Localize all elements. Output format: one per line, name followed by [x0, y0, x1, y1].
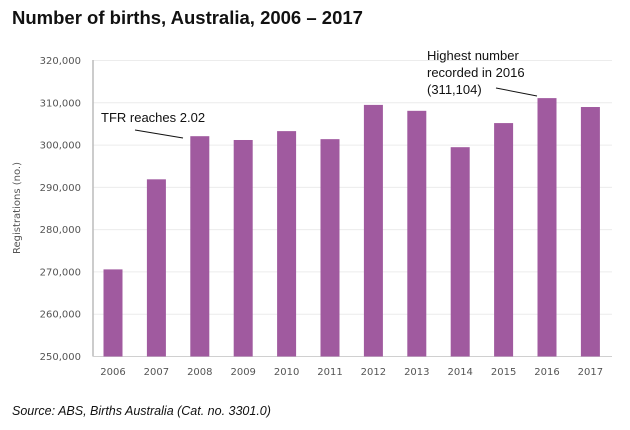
annotation-highest-line1: Highest number	[427, 48, 519, 63]
bars	[103, 98, 600, 357]
annotation-highest-line3: (311,104)	[427, 82, 482, 97]
y-tick-label: 270,000	[40, 267, 81, 278]
x-tick-label: 2007	[144, 367, 169, 378]
annotation-tfr: TFR reaches 2.02	[101, 110, 205, 125]
y-tick-label: 290,000	[40, 183, 81, 194]
y-tick-label: 250,000	[40, 352, 81, 363]
bar-2008	[190, 136, 210, 357]
bar-2013	[407, 110, 427, 357]
x-tick-label: 2016	[534, 367, 559, 378]
y-tick-label: 320,000	[40, 56, 81, 67]
annotation-highest-leader	[495, 87, 538, 97]
x-axis-ticks: 2006 2007 2008 2009 2010 2011 2012 2013 2014 2015…	[100, 367, 603, 378]
bar-2016	[537, 98, 557, 357]
gridlines	[93, 60, 612, 315]
bar-2011	[320, 139, 340, 357]
y-axis-label: Registrations (no.)	[12, 162, 23, 254]
bar-2010	[277, 131, 297, 357]
chart-title: Number of births, Australia, 2006 – 2017	[12, 7, 363, 28]
x-tick-label: 2008	[187, 367, 212, 378]
bar-2007	[146, 179, 166, 357]
x-tick-label: 2012	[361, 367, 386, 378]
bar-2015	[494, 123, 514, 357]
x-tick-label: 2010	[274, 367, 299, 378]
x-tick-label: 2006	[100, 367, 125, 378]
y-tick-label: 300,000	[40, 141, 81, 152]
bar-2017	[580, 107, 600, 357]
bar-2006	[103, 269, 123, 357]
bar-2009	[233, 139, 253, 357]
bar-2012	[363, 104, 383, 357]
x-tick-label: 2014	[447, 367, 472, 378]
y-axis-ticks: 250,000 260,000 270,000 280,000 290,000 300,0…	[40, 56, 81, 363]
x-tick-label: 2015	[491, 367, 516, 378]
y-tick-label: 310,000	[40, 98, 81, 109]
x-tick-label: 2013	[404, 367, 429, 378]
annotation-tfr-leader	[134, 129, 184, 139]
x-tick-label: 2017	[578, 367, 603, 378]
annotation-highest-line2: recorded in 2016	[427, 65, 525, 80]
y-tick-label: 260,000	[40, 310, 81, 321]
x-tick-label: 2011	[317, 367, 342, 378]
bar-2014	[450, 147, 470, 357]
source-note: Source: ABS, Births Australia (Cat. no. …	[12, 404, 271, 418]
x-tick-label: 2009	[230, 367, 255, 378]
y-tick-label: 280,000	[40, 225, 81, 236]
